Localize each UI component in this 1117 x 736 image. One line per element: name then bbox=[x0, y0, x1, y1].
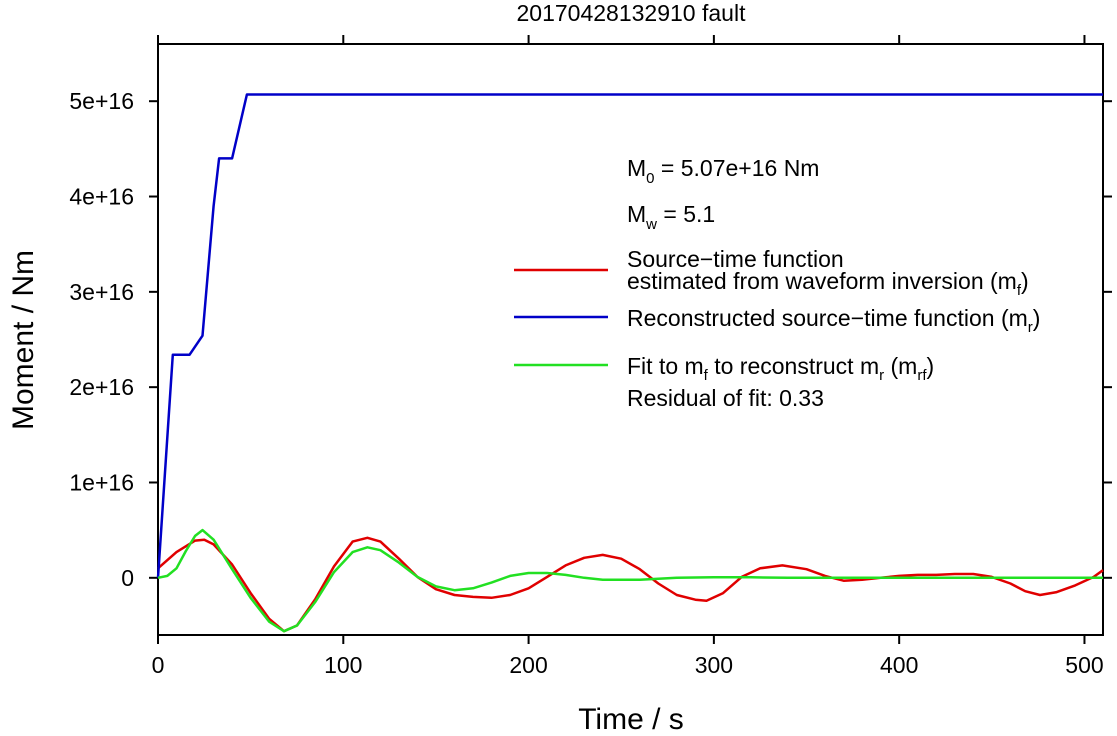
x-tick-label: 0 bbox=[152, 652, 165, 678]
series-line-blue bbox=[156, 93, 1103, 578]
y-tick-label: 2e+16 bbox=[69, 374, 134, 400]
residual-annotation: Residual of fit: 0.33 bbox=[627, 385, 824, 411]
series-line-red bbox=[157, 536, 1104, 633]
x-tick-label: 200 bbox=[509, 652, 547, 678]
y-tick-label: 0 bbox=[121, 565, 134, 591]
legend-label-red-line1: Source−time function bbox=[627, 246, 844, 272]
annotations: M0 = 5.07e+16 Nm Mw = 5.1 Source−time fu… bbox=[514, 155, 1040, 411]
y-tick-label: 5e+16 bbox=[69, 88, 134, 114]
m0-annotation: M0 = 5.07e+16 Nm bbox=[627, 155, 819, 187]
axis-tick-labels: 0 100 200 300 400 500 0 1e+16 2e+16 3e+16 4e+16 5e+… bbox=[69, 88, 1103, 678]
y-tick-label: 4e+16 bbox=[69, 184, 134, 210]
series-line-green bbox=[157, 528, 1103, 633]
legend-label-blue: Reconstructed source−time function (mr) bbox=[627, 305, 1040, 336]
legend-label-green: Fit to mf to reconstruct mr (mrf) bbox=[627, 353, 934, 384]
x-tick-label: 300 bbox=[695, 652, 733, 678]
x-tick-label: 100 bbox=[324, 652, 362, 678]
y-tick-label: 3e+16 bbox=[69, 279, 134, 305]
x-tick-label: 400 bbox=[880, 652, 918, 678]
legend-label-red-line2: estimated from waveform inversion (mf) bbox=[627, 268, 1029, 299]
mw-annotation: Mw = 5.1 bbox=[627, 201, 715, 233]
chart-title: 20170428132910 fault bbox=[517, 0, 747, 26]
plot-lines bbox=[156, 93, 1104, 633]
plot-frame bbox=[157, 43, 1104, 636]
axis-ticks bbox=[149, 35, 1112, 644]
y-axis-label: Moment / Nm bbox=[7, 250, 40, 430]
x-axis-label: Time / s bbox=[578, 703, 684, 736]
y-tick-label: 1e+16 bbox=[69, 469, 134, 495]
x-tick-label: 500 bbox=[1065, 652, 1103, 678]
